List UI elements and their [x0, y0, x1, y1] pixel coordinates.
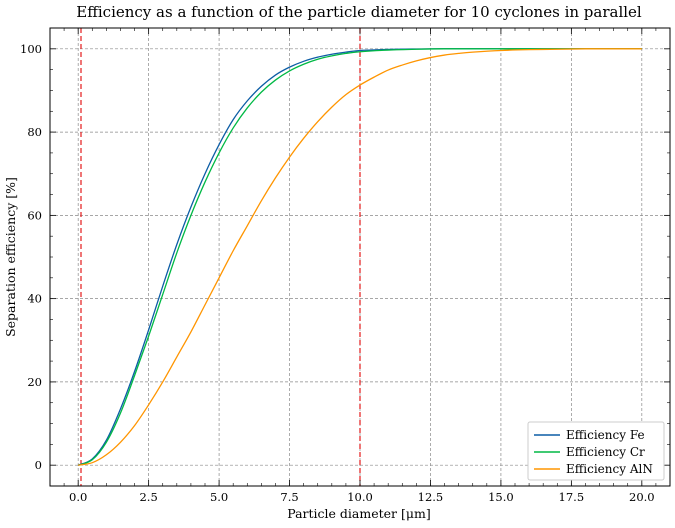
x-tick-label: 0.0 — [69, 490, 87, 504]
ticks — [50, 27, 670, 487]
x-tick-label: 17.5 — [559, 490, 585, 504]
x-tick-label: 15.0 — [488, 490, 514, 504]
chart-title: Efficiency as a function of the particle… — [76, 3, 642, 21]
legend-box — [527, 421, 665, 481]
legend-label: Efficiency Fe — [566, 428, 645, 442]
y-tick-label: 20 — [27, 375, 42, 389]
series-line — [78, 48, 642, 466]
x-tick-label: 5.0 — [210, 490, 228, 504]
legend-label: Efficiency Cr — [566, 445, 645, 459]
tick-labels: 0.0 2.5 5.0 7.5 10.0 12.5 15.0 17.5 20.0 0 20 40 60 8… — [20, 42, 655, 504]
y-tick-label: 100 — [20, 42, 42, 56]
x-axis-label: Particle diameter [μm] — [287, 506, 430, 521]
legend: Efficiency Fe Efficiency Cr Efficiency AlN — [527, 421, 665, 481]
series-line — [77, 48, 642, 466]
y-tick-label: 40 — [27, 292, 42, 306]
series-lines — [77, 48, 642, 466]
y-tick-label: 0 — [35, 458, 42, 472]
x-tick-label: 12.5 — [418, 490, 444, 504]
y-tick-label: 80 — [27, 125, 42, 139]
y-tick-label: 60 — [27, 208, 42, 222]
x-tick-label: 2.5 — [139, 490, 157, 504]
vertical-reference-lines — [80, 28, 361, 486]
y-axis-label: Separation efficiency [%] — [3, 177, 18, 337]
x-tick-label: 10.0 — [347, 490, 373, 504]
legend-label: Efficiency AlN — [566, 462, 653, 476]
x-tick-label: 7.5 — [280, 490, 298, 504]
x-tick-label: 20.0 — [629, 490, 655, 504]
